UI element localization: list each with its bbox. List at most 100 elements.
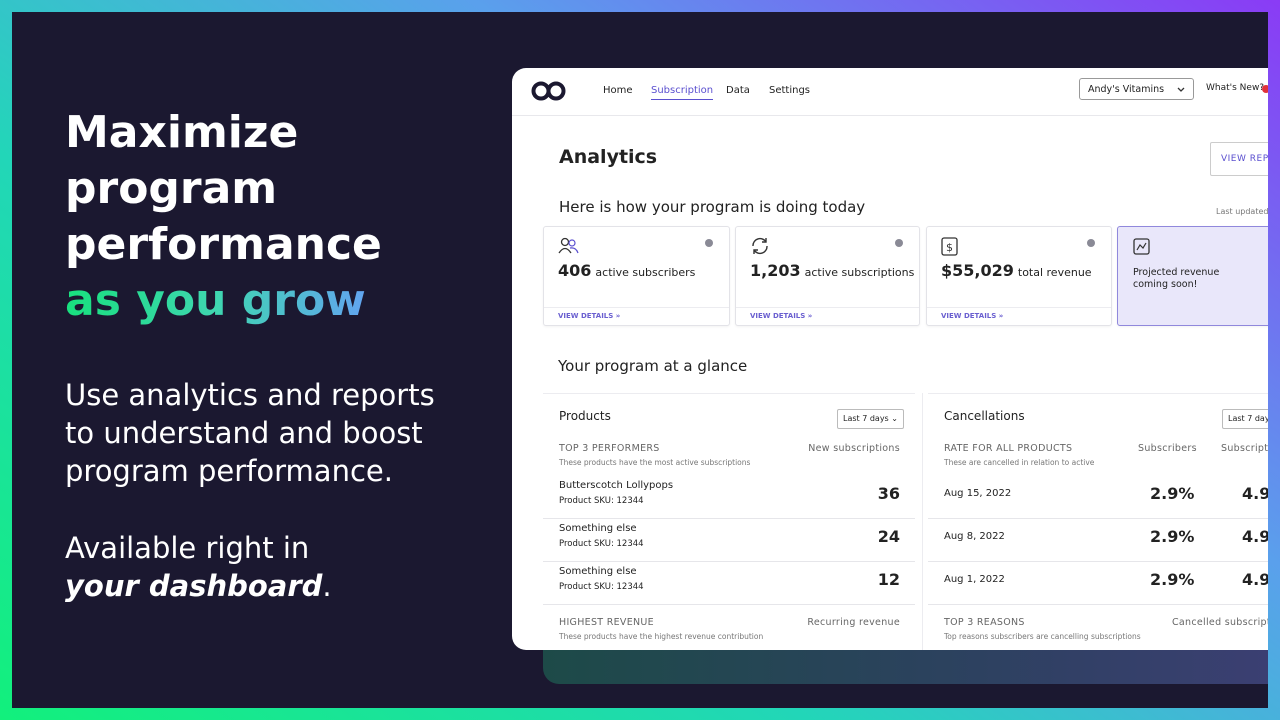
nav-item[interactable]: Home	[603, 85, 633, 96]
stat-label: total revenue	[1017, 266, 1092, 279]
users-icon	[558, 237, 579, 254]
notification-dot	[1262, 85, 1268, 93]
chart-icon	[1133, 238, 1150, 255]
rate-value: 4.9%	[1242, 484, 1268, 503]
column-header: Subscriptions	[1221, 443, 1268, 454]
projected-text: coming soon!	[1133, 279, 1198, 290]
stat-number: 406	[558, 261, 592, 280]
range-select[interactable]: Last 7 days ⌄	[1222, 409, 1268, 429]
row-date: Aug 1, 2022	[944, 574, 1005, 585]
cta-text: Available right in	[65, 531, 310, 565]
product-name: Something else	[559, 566, 637, 577]
column-header: Subscribers	[1138, 443, 1197, 454]
row-divider	[928, 561, 1268, 562]
rate-value: 4.9%	[1242, 570, 1268, 589]
product-name: Butterscotch Lollypops	[559, 480, 674, 491]
row-divider	[543, 561, 915, 562]
section-label: TOP 3 REASONS	[944, 617, 1025, 628]
panel-divider	[922, 393, 923, 650]
section-label: RATE FOR ALL PRODUCTS	[944, 443, 1073, 454]
range-text: Last 7 days	[1228, 414, 1268, 423]
column-header: New subscriptions	[808, 443, 900, 454]
stat-label: active subscriptions	[804, 266, 915, 279]
panel-title: Products	[559, 409, 611, 423]
page-subtitle: Here is how your program is doing today	[559, 198, 866, 216]
stat-value: 406 active subscribers	[558, 261, 695, 280]
row-divider	[928, 604, 1268, 605]
column-header: Recurring revenue	[807, 617, 900, 628]
range-select[interactable]: Last 7 days ⌄	[837, 409, 904, 429]
stat-value: $55,029 total revenue	[941, 261, 1092, 280]
dollar-icon: $	[941, 237, 958, 256]
products-panel: Products Last 7 days ⌄ TOP 3 PERFORMERS …	[543, 393, 915, 650]
cta-end: .	[322, 569, 332, 603]
cta-emphasis: your dashboard	[65, 569, 323, 603]
chevron	[1177, 87, 1185, 92]
whats-new[interactable]: What's New?	[1206, 83, 1265, 93]
info-icon[interactable]	[705, 239, 713, 247]
row-divider	[928, 518, 1268, 519]
view-details[interactable]: VIEW DETAILS »	[544, 307, 729, 320]
product-sku: Product SKU: 12344	[559, 496, 644, 506]
stat-number: 1,203	[750, 261, 801, 280]
cancellations-panel: Cancellations Last 7 days ⌄ RATE FOR ALL…	[928, 393, 1268, 650]
section-title: Your program at a glance	[558, 357, 748, 375]
svg-text:$: $	[946, 241, 953, 254]
page-title: Analytics	[559, 146, 658, 168]
rate-value: 2.9%	[1150, 527, 1195, 546]
rate-value: 4.9%	[1242, 527, 1268, 546]
projected-card: Projected revenue coming soon!	[1117, 226, 1268, 326]
product-value: 24	[877, 527, 900, 546]
nav-item-active[interactable]: Subscription	[651, 84, 714, 100]
column-header: Cancelled subscriptions	[1172, 617, 1268, 628]
section-label: HIGHEST REVENUE	[559, 617, 654, 628]
headline-highlight: as you grow	[65, 273, 366, 329]
projected-text: Projected revenue	[1133, 267, 1220, 278]
section-note: These products have the highest revenue …	[559, 632, 764, 641]
store-name: Andy's Vitamins	[1088, 84, 1165, 95]
section-note: These are cancelled in relation to activ…	[944, 458, 1095, 467]
stat-card: $ $55,029 total revenue VIEW DETAILS »	[926, 226, 1112, 326]
row-divider	[543, 518, 915, 519]
store-select[interactable]: Andy's Vitamins	[1079, 78, 1194, 100]
headline: Maximize	[65, 107, 299, 158]
stat-label: active subscribers	[595, 266, 696, 279]
logo	[531, 81, 566, 101]
body-text: program performance.	[65, 454, 393, 488]
background: Maximize program performance as you grow…	[12, 12, 1268, 708]
section-note: Top reasons subscribers are cancelling s…	[944, 632, 1141, 641]
refresh-icon	[752, 237, 768, 255]
headline: program	[65, 163, 278, 214]
section-note: These products have the most active subs…	[559, 458, 751, 467]
panel-title: Cancellations	[944, 409, 1025, 423]
rate-value: 2.9%	[1150, 484, 1195, 503]
body-text: Use analytics and reports	[65, 378, 435, 412]
view-details[interactable]: VIEW DETAILS »	[736, 307, 919, 320]
product-name: Something else	[559, 523, 637, 534]
dashboard: Home Subscription Data Settings Andy's V…	[512, 68, 1268, 650]
section-label: TOP 3 PERFORMERS	[559, 443, 660, 454]
info-icon[interactable]	[895, 239, 903, 247]
stat-card: 1,203 active subscriptions VIEW DETAILS »	[735, 226, 920, 326]
info-icon[interactable]	[1087, 239, 1095, 247]
stat-value: 1,203 active subscriptions	[750, 261, 914, 280]
stat-card: 406 active subscribers VIEW DETAILS »	[543, 226, 730, 326]
product-value: 36	[877, 484, 900, 503]
nav-item[interactable]: Settings	[769, 85, 811, 96]
headline: performance	[65, 219, 382, 270]
nav-item[interactable]: Data	[726, 85, 750, 96]
product-sku: Product SKU: 12344	[559, 582, 644, 592]
product-sku: Product SKU: 12344	[559, 539, 644, 549]
last-updated: Last updated a	[1216, 207, 1268, 216]
cta-text: your dashboard.	[65, 567, 332, 605]
range-text: Last 7 days	[843, 414, 889, 423]
product-value: 12	[877, 570, 900, 589]
nav-divider	[512, 115, 1268, 116]
row-divider	[543, 604, 915, 605]
view-details[interactable]: VIEW DETAILS »	[927, 307, 1111, 320]
row-date: Aug 15, 2022	[944, 488, 1012, 499]
view-reports-button[interactable]: VIEW REPORTS	[1210, 142, 1268, 176]
body-text: to understand and boost	[65, 416, 423, 450]
row-date: Aug 8, 2022	[944, 531, 1005, 542]
